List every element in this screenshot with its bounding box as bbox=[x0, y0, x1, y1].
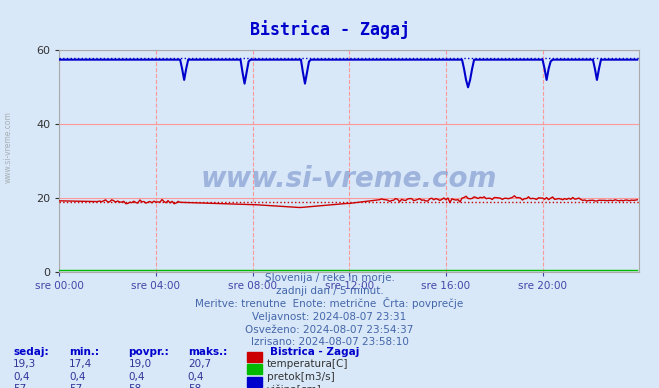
Text: višina[cm]: višina[cm] bbox=[267, 385, 322, 388]
Text: www.si-vreme.com: www.si-vreme.com bbox=[201, 165, 498, 193]
Text: zadnji dan / 5 minut.: zadnji dan / 5 minut. bbox=[275, 286, 384, 296]
Text: Bistrica - Zagaj: Bistrica - Zagaj bbox=[250, 20, 409, 38]
Text: Meritve: trenutne  Enote: metrične  Črta: povprečje: Meritve: trenutne Enote: metrične Črta: … bbox=[195, 297, 464, 309]
Bar bbox=[247, 364, 262, 374]
Text: Izrisano: 2024-08-07 23:58:10: Izrisano: 2024-08-07 23:58:10 bbox=[250, 337, 409, 347]
Text: min.:: min.: bbox=[69, 346, 100, 357]
Text: 0,4: 0,4 bbox=[129, 372, 145, 382]
Text: 58: 58 bbox=[188, 385, 201, 388]
Text: 0,4: 0,4 bbox=[188, 372, 204, 382]
Text: 58: 58 bbox=[129, 385, 142, 388]
Text: Osveženo: 2024-08-07 23:54:37: Osveženo: 2024-08-07 23:54:37 bbox=[245, 324, 414, 334]
Text: 57: 57 bbox=[69, 385, 82, 388]
Text: 20,7: 20,7 bbox=[188, 359, 211, 369]
Text: povpr.:: povpr.: bbox=[129, 346, 169, 357]
Text: Veljavnost: 2024-08-07 23:31: Veljavnost: 2024-08-07 23:31 bbox=[252, 312, 407, 322]
Text: 57: 57 bbox=[13, 385, 26, 388]
Text: 0,4: 0,4 bbox=[13, 372, 30, 382]
Text: 17,4: 17,4 bbox=[69, 359, 92, 369]
Text: 0,4: 0,4 bbox=[69, 372, 86, 382]
Text: sedaj:: sedaj: bbox=[13, 346, 49, 357]
Bar bbox=[247, 352, 262, 362]
Text: Slovenija / reke in morje.: Slovenija / reke in morje. bbox=[264, 273, 395, 283]
Text: Bistrica - Zagaj: Bistrica - Zagaj bbox=[270, 346, 360, 357]
Text: 19,3: 19,3 bbox=[13, 359, 36, 369]
Bar bbox=[247, 377, 262, 387]
Text: www.si-vreme.com: www.si-vreme.com bbox=[3, 111, 13, 184]
Text: pretok[m3/s]: pretok[m3/s] bbox=[267, 372, 335, 382]
Text: temperatura[C]: temperatura[C] bbox=[267, 359, 349, 369]
Text: 19,0: 19,0 bbox=[129, 359, 152, 369]
Text: maks.:: maks.: bbox=[188, 346, 227, 357]
